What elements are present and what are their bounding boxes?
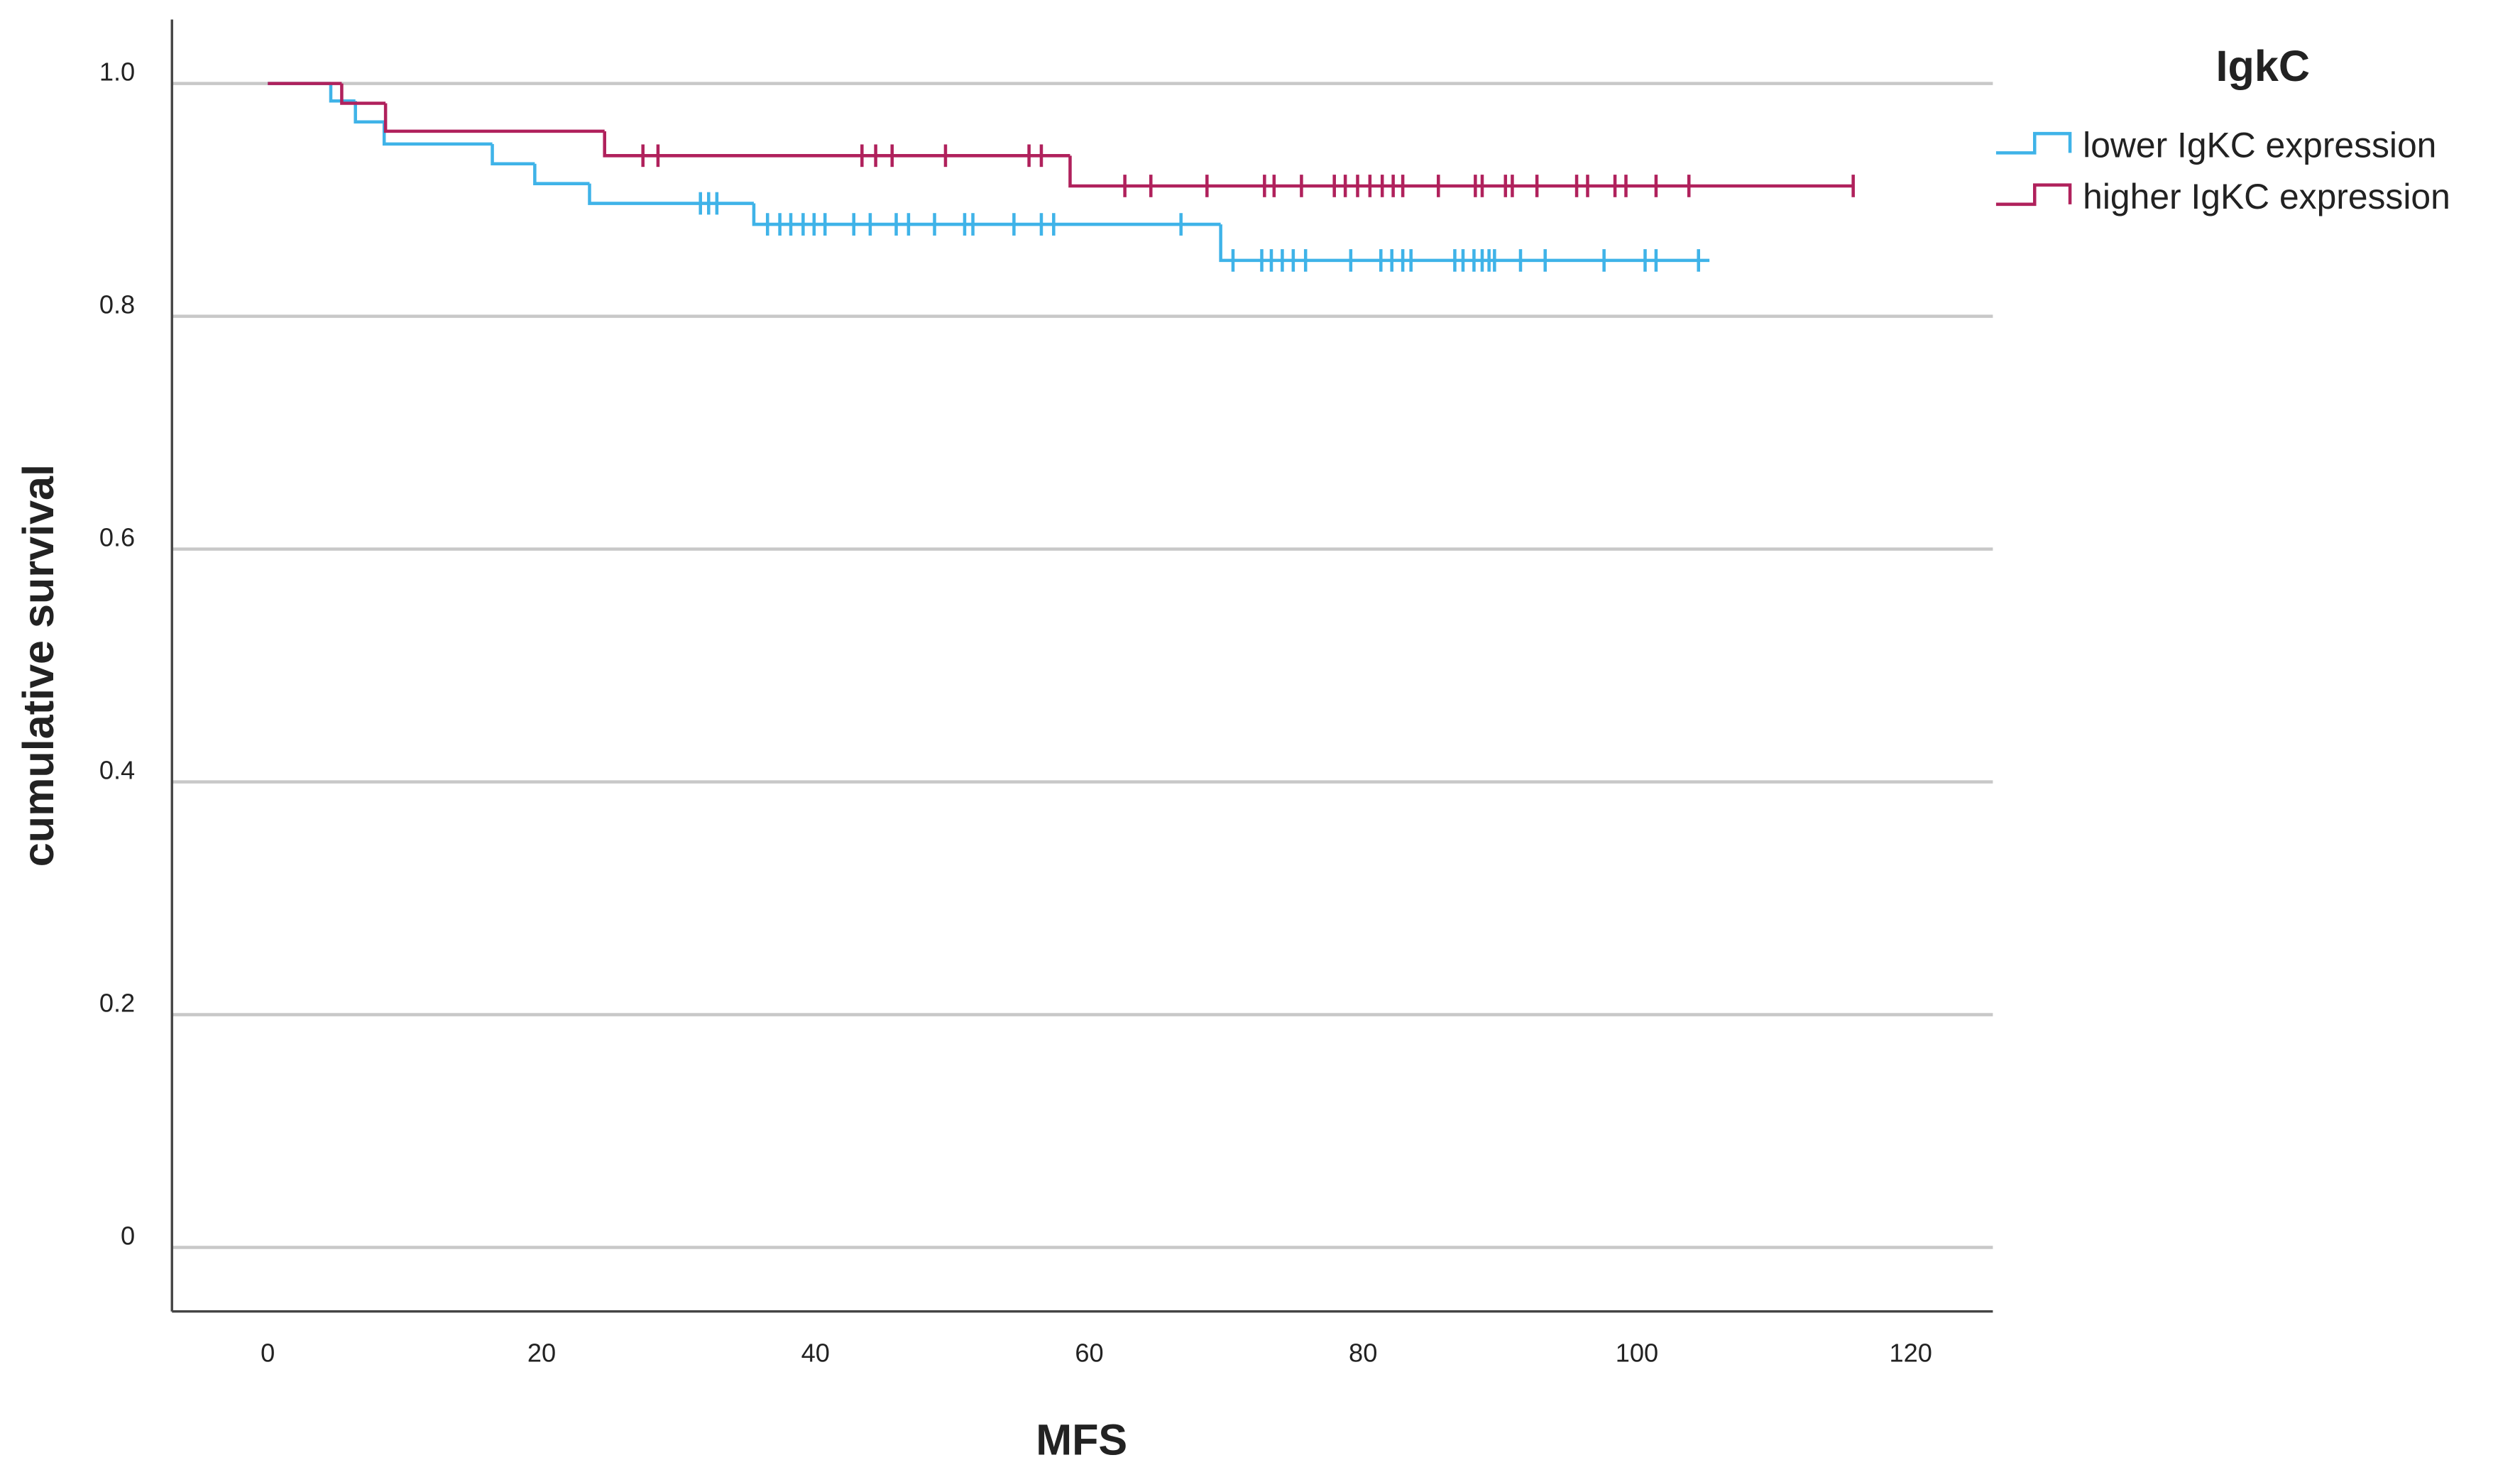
legend-title: IgkC bbox=[2216, 42, 2310, 90]
survival-step bbox=[1068, 155, 1853, 188]
survival-step bbox=[752, 203, 1221, 226]
y-axis-label: cumulative survival bbox=[14, 464, 62, 867]
survival-step bbox=[603, 131, 1070, 158]
y-tick-label: 0.6 bbox=[99, 523, 135, 552]
survival-step bbox=[383, 103, 605, 133]
x-tick-label: 80 bbox=[1349, 1338, 1377, 1367]
y-tick-label: 1.0 bbox=[99, 57, 135, 87]
x-tick-label: 40 bbox=[801, 1338, 830, 1367]
survival-step bbox=[329, 83, 356, 103]
x-tick-label: 120 bbox=[1889, 1338, 1932, 1367]
x-tick-label: 0 bbox=[261, 1338, 275, 1367]
x-tick-label: 20 bbox=[527, 1338, 556, 1367]
survival-step bbox=[491, 143, 535, 166]
y-tick-label: 0.4 bbox=[99, 756, 135, 785]
y-tick-label: 0.2 bbox=[99, 989, 135, 1018]
x-tick-label: 60 bbox=[1075, 1338, 1103, 1367]
x-tick-label: 100 bbox=[1616, 1338, 1658, 1367]
survival-step bbox=[354, 101, 385, 124]
legend-swatch bbox=[1995, 131, 2072, 155]
legend-swatch bbox=[1995, 183, 2072, 207]
survival-step bbox=[533, 163, 590, 185]
survival-step bbox=[340, 83, 386, 105]
legend-label: higher IgKC expression bbox=[2083, 177, 2450, 216]
y-tick-label: 0.8 bbox=[99, 290, 135, 319]
x-axis-label: MFS bbox=[1036, 1416, 1127, 1464]
legend-label: lower IgKC expression bbox=[2083, 126, 2436, 165]
y-tick-label: 0 bbox=[121, 1222, 135, 1251]
